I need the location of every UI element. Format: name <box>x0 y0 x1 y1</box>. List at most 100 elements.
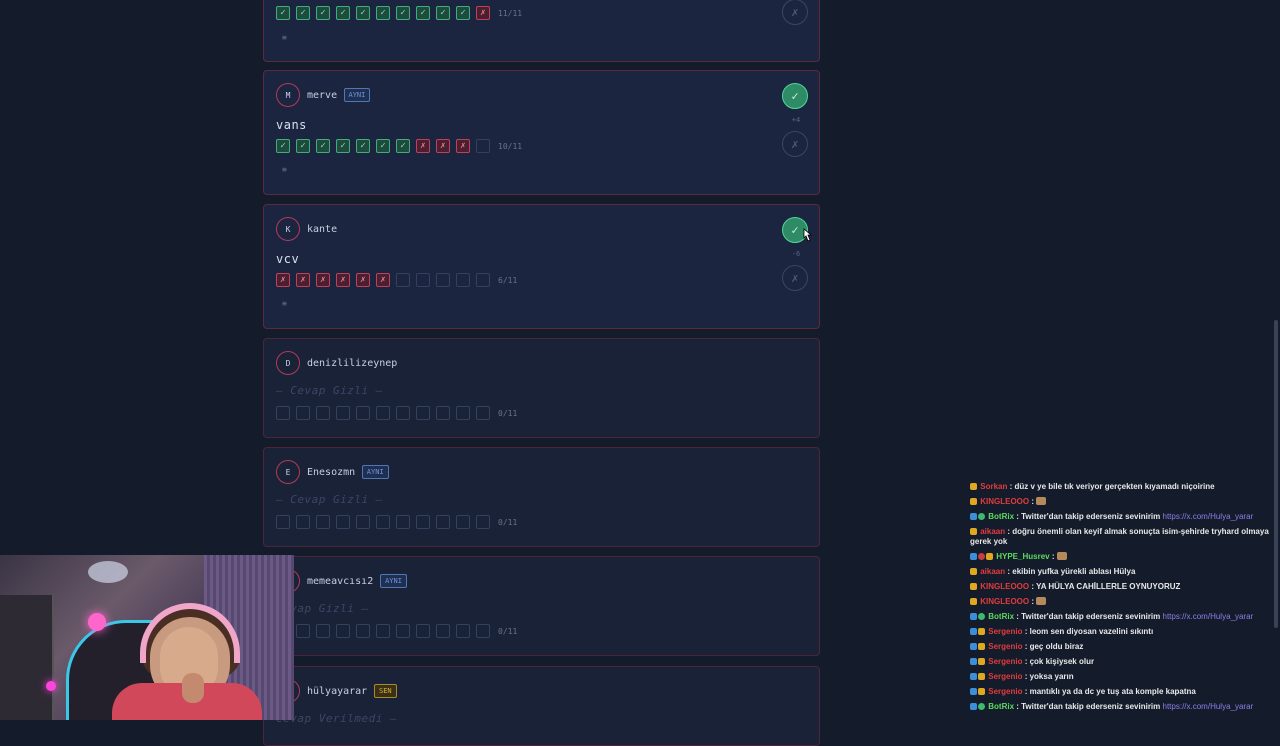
vote-marks: ✓ ✓ ✓ ✓ ✓ ✓ ✓ ✓ ✓ ✓ ✗ 11/11 <box>276 6 522 20</box>
menu-icon[interactable]: ≡ <box>282 165 287 174</box>
empty-vote-slot <box>296 406 310 420</box>
answer-card: E Enesozmn AYNI — Cevap Gizli — 0/11 <box>263 447 820 547</box>
chat-text: : yoksa yarın <box>1024 672 1074 681</box>
chat-message: HYPE_Husrev : <box>965 550 1277 565</box>
reject-button[interactable]: ✗ <box>782 131 808 157</box>
chat-badge-icon <box>970 658 977 665</box>
vote-marks: 0/11 <box>276 624 517 638</box>
empty-vote-slot <box>396 624 410 638</box>
score-delta: +4 <box>791 116 801 124</box>
chat-text: : Twitter'dan takip ederseniz sevinirim <box>1016 612 1161 621</box>
check-mark-icon: ✓ <box>416 6 430 20</box>
empty-vote-slot <box>336 624 350 638</box>
chat-badge-icon <box>978 628 985 635</box>
chat-username[interactable]: KINGLEOOO <box>980 497 1030 506</box>
check-mark-icon: ✓ <box>356 6 370 20</box>
cross-mark-icon: ✗ <box>316 273 330 287</box>
chat-badge-icon <box>978 553 985 560</box>
emote-icon <box>1056 552 1067 560</box>
vote-marks: 0/11 <box>276 406 517 420</box>
empty-vote-slot <box>436 624 450 638</box>
chat-scrollbar[interactable] <box>1274 320 1278 628</box>
cross-mark-icon: ✗ <box>456 139 470 153</box>
chat-message: BotRix : Twitter'dan takip ederseniz sev… <box>965 700 1277 715</box>
chat-username[interactable]: BotRix <box>988 702 1015 711</box>
reject-button[interactable]: ✗ <box>782 265 808 291</box>
same-answer-badge: AYNI <box>361 465 389 479</box>
chat-username[interactable]: Sorkan <box>980 482 1008 491</box>
chat-username[interactable]: Sergenio <box>988 657 1023 666</box>
empty-vote-slot <box>316 624 330 638</box>
vote-count: 6/11 <box>498 275 518 285</box>
check-mark-icon: ✓ <box>296 6 310 20</box>
chat-username[interactable]: aikaan <box>980 527 1006 536</box>
chat-username[interactable]: Sergenio <box>988 627 1023 636</box>
menu-icon[interactable]: ≡ <box>282 299 287 308</box>
chat-text: : mantıklı ya da dc ye tuş ata komple ka… <box>1024 687 1196 696</box>
check-mark-icon: ✓ <box>336 139 350 153</box>
chat-text: : Twitter'dan takip ederseniz sevinirim <box>1016 512 1161 521</box>
score-delta: -6 <box>791 250 801 258</box>
empty-vote-slot <box>416 406 430 420</box>
chat-username[interactable]: Sergenio <box>988 687 1023 696</box>
check-mark-icon: ✓ <box>356 139 370 153</box>
menu-icon[interactable]: ≡ <box>282 33 287 42</box>
reject-button[interactable]: ✗ <box>782 0 808 25</box>
chat-username[interactable]: HYPE_Husrev <box>996 552 1050 561</box>
cross-mark-icon: ✗ <box>356 273 370 287</box>
check-mark-icon: ✓ <box>456 6 470 20</box>
chat-text: : leom sen diyosan vazelini sıkıntı <box>1024 627 1154 636</box>
chat-username[interactable]: aikaan <box>980 567 1006 576</box>
chat-username[interactable]: KINGLEOOO <box>980 582 1030 591</box>
empty-vote-slot <box>476 624 490 638</box>
chat-username[interactable]: Sergenio <box>988 642 1023 651</box>
webcam-overlay <box>0 555 294 720</box>
chat-link[interactable]: https://x.com/Hulya_yarar <box>1162 612 1254 621</box>
player-avatar: M <box>276 83 300 107</box>
empty-vote-slot <box>336 515 350 529</box>
empty-vote-slot <box>476 139 490 153</box>
empty-vote-slot <box>296 515 310 529</box>
empty-vote-slot <box>416 624 430 638</box>
chat-badge-icon <box>970 553 977 560</box>
check-mark-icon: ✓ <box>436 6 450 20</box>
empty-vote-slot <box>396 273 410 287</box>
approve-button[interactable]: ✓ <box>782 83 808 109</box>
chat-badge-icon <box>970 688 977 695</box>
empty-vote-slot <box>336 406 350 420</box>
chat-badge-icon <box>970 703 977 710</box>
cross-mark-icon: ✗ <box>276 273 290 287</box>
chat-badge-icon <box>970 513 977 520</box>
chat-message: BotRix : Twitter'dan takip ederseniz sev… <box>965 610 1277 625</box>
empty-vote-slot <box>416 273 430 287</box>
chat-link[interactable]: https://x.com/Hulya_yarar <box>1162 512 1254 521</box>
hidden-answer-text: Cevap Gizli — <box>276 602 369 615</box>
empty-vote-slot <box>316 406 330 420</box>
chat-message: aikaan : ekibin yufka yürekli ablası Hül… <box>965 565 1277 580</box>
vote-count: 10/11 <box>498 141 523 151</box>
mouse-cursor-icon <box>803 228 812 242</box>
empty-vote-slot <box>436 273 450 287</box>
same-answer-badge: AYNI <box>343 88 371 102</box>
empty-vote-slot <box>356 624 370 638</box>
answer-text: vans <box>276 118 307 132</box>
empty-vote-slot <box>376 515 390 529</box>
empty-vote-slot <box>376 406 390 420</box>
chat-panel: Sorkan : düz v ye bile tık veriyor gerçe… <box>965 480 1277 720</box>
chat-username[interactable]: Sergenio <box>988 672 1023 681</box>
chat-username[interactable]: KINGLEOOO <box>980 597 1030 606</box>
chat-username[interactable]: BotRix <box>988 512 1015 521</box>
player-username: denizlilizeynep <box>307 358 398 369</box>
chat-link[interactable]: https://x.com/Hulya_yarar <box>1162 702 1254 711</box>
empty-vote-slot <box>276 515 290 529</box>
cross-mark-icon: ✗ <box>336 273 350 287</box>
chat-username[interactable]: BotRix <box>988 612 1015 621</box>
answer-card: hülyayarar SEN Cevap Verilmedi — <box>263 666 820 746</box>
empty-vote-slot <box>456 515 470 529</box>
player-avatar: E <box>276 460 300 484</box>
same-answer-badge: AYNI <box>380 574 407 588</box>
empty-vote-slot <box>356 515 370 529</box>
hidden-answer-text: — Cevap Gizli — <box>276 384 383 397</box>
cross-mark-icon: ✗ <box>376 273 390 287</box>
chat-message: aikaan : doğru önemli olan keyif almak s… <box>965 525 1277 550</box>
